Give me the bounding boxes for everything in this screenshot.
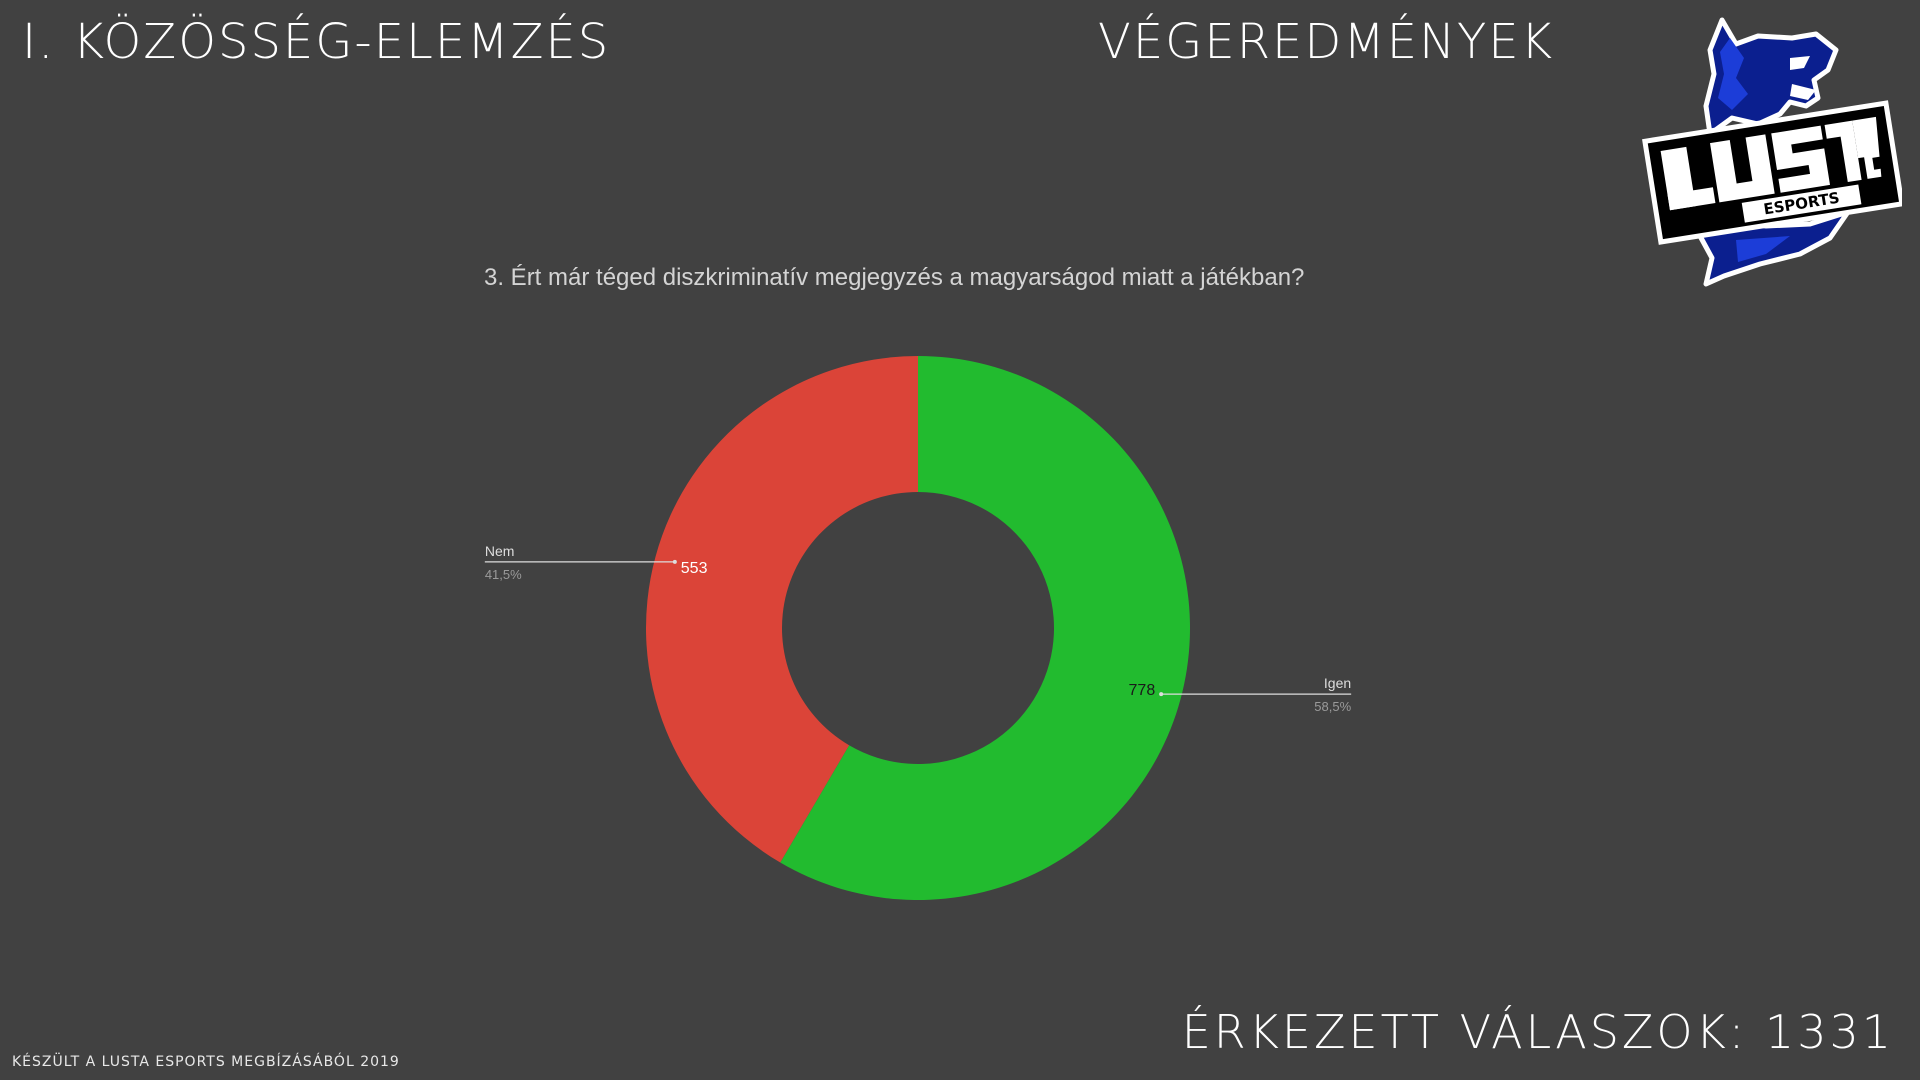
leader-dot-igen [1159,692,1164,697]
chart-question-title: 3. Ért már téged diszkriminatív megjegyz… [484,264,1305,291]
category-label-nem: Nem [485,543,515,559]
category-label-igen: Igen [1324,675,1351,691]
responses-count-label: ÉRKEZETT VÁLASZOK: 1331 [1181,1005,1894,1059]
slice-igen [780,356,1190,900]
leader-dot-nem [672,559,677,564]
value-label-igen: 778 [1129,682,1156,699]
footer-note: KÉSZÜLT A LUSTA ESPORTS MEGBÍZÁSÁBÓL 201… [12,1054,400,1070]
percent-label-nem: 41,5% [485,567,522,582]
results-title: VÉGEREDMÉNYEK [1098,14,1555,70]
section-title: I. KÖZÖSSÉG-ELEMZÉS [22,14,611,70]
slice-nem [646,356,918,863]
percent-label-igen: 58,5% [1314,699,1351,714]
logo-wordmark: ESPORTS [1642,100,1902,245]
lusta-esports-logo: ESPORTS [1642,17,1902,287]
value-label-nem: 553 [681,560,708,577]
